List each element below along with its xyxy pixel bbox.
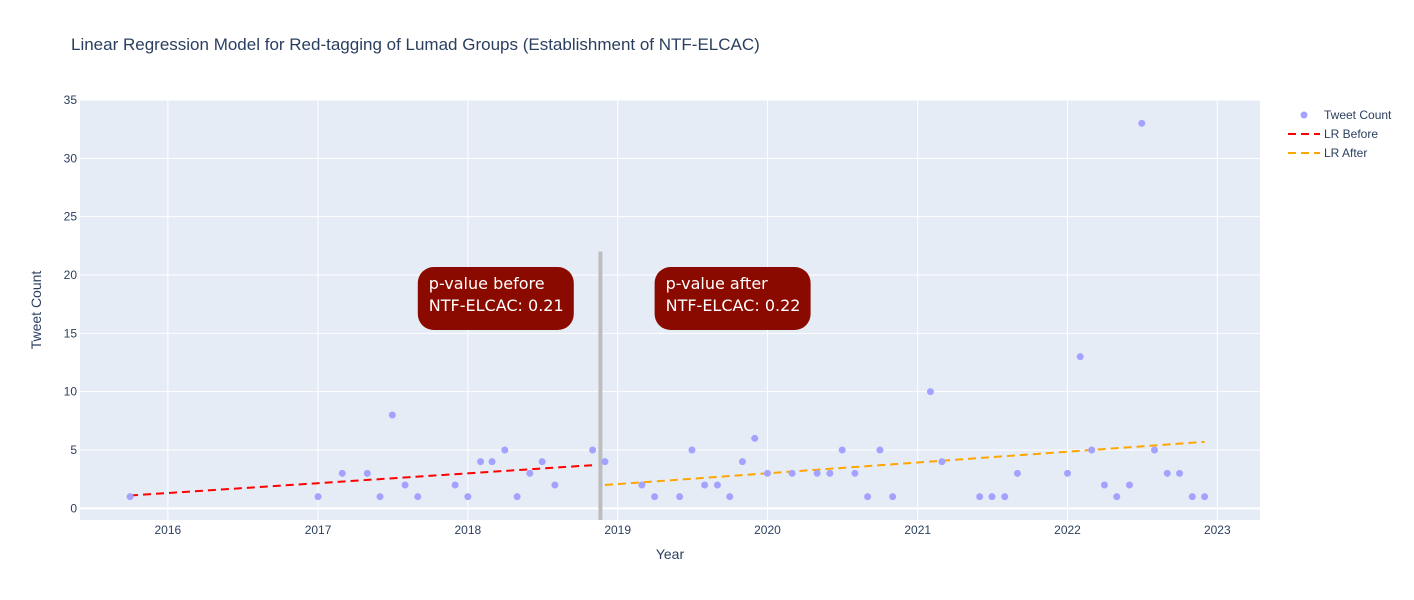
tweet-count-point[interactable] — [651, 493, 659, 501]
tweet-count-point[interactable] — [1176, 469, 1184, 477]
tweet-count-point[interactable] — [763, 469, 771, 477]
legend-item[interactable]: Tweet Count — [1300, 108, 1393, 122]
tweet-count-point[interactable] — [788, 469, 796, 477]
tweet-count-point[interactable] — [1100, 481, 1108, 489]
tweet-count-point[interactable] — [376, 493, 384, 501]
x-tick-label: 2019 — [604, 523, 631, 537]
tweet-count-point[interactable] — [401, 481, 409, 489]
tweet-count-point[interactable] — [851, 469, 859, 477]
x-tick-label: 2020 — [754, 523, 781, 537]
y-tick-label: 10 — [64, 385, 78, 399]
y-axis-title: Tweet Count — [28, 271, 44, 350]
x-axis-title: Year — [656, 546, 685, 562]
tweet-count-point[interactable] — [738, 458, 746, 466]
tweet-count-point[interactable] — [551, 481, 559, 489]
annotation-text: NTF-ELCAC: 0.22 — [666, 296, 801, 315]
y-tick-label: 20 — [64, 268, 78, 282]
y-tick-label: 35 — [64, 93, 78, 107]
x-tick-label: 2021 — [904, 523, 931, 537]
tweet-count-point[interactable] — [1151, 446, 1159, 454]
legend-item[interactable]: LR After — [1288, 146, 1367, 160]
tweet-count-point[interactable] — [1201, 493, 1209, 501]
tweet-count-point[interactable] — [976, 493, 984, 501]
tweet-count-point[interactable] — [414, 493, 422, 501]
tweet-count-point[interactable] — [676, 493, 684, 501]
tweet-count-point[interactable] — [488, 458, 496, 466]
x-tick-label: 2017 — [305, 523, 332, 537]
tweet-count-point[interactable] — [526, 469, 534, 477]
legend[interactable]: Tweet Count LR Before LR After — [1288, 108, 1392, 160]
annotation-text: p-value before — [429, 274, 545, 293]
tweet-count-point[interactable] — [813, 469, 821, 477]
legend-label: LR Before — [1324, 127, 1378, 141]
tweet-count-point[interactable] — [1188, 493, 1196, 501]
scatter-points — [126, 119, 1209, 501]
y-tick-label: 30 — [64, 151, 78, 165]
tweet-count-point[interactable] — [838, 446, 846, 454]
tweet-count-point[interactable] — [1163, 469, 1171, 477]
regression-lines — [130, 440, 1205, 497]
tweet-count-point[interactable] — [988, 493, 996, 501]
tweet-count-point[interactable] — [464, 493, 472, 501]
annotation-box — [654, 267, 811, 330]
annotation-box — [417, 267, 574, 330]
legend-label: LR After — [1324, 146, 1367, 160]
tweet-count-point[interactable] — [701, 481, 709, 489]
tweet-count-point[interactable] — [126, 493, 134, 501]
tweet-count-point[interactable] — [363, 469, 371, 477]
tweet-count-point[interactable] — [1138, 119, 1146, 127]
tweet-count-point[interactable] — [1113, 493, 1121, 501]
tweet-count-point[interactable] — [688, 446, 696, 454]
tweet-count-point[interactable] — [388, 411, 396, 419]
tweet-count-point[interactable] — [751, 434, 759, 442]
tweet-count-point[interactable] — [601, 458, 609, 466]
tweet-count-point[interactable] — [338, 469, 346, 477]
legend-label: Tweet Count — [1324, 108, 1392, 122]
tweet-count-point[interactable] — [589, 446, 597, 454]
lr-after-line — [604, 440, 1205, 486]
tweet-count-point[interactable] — [538, 458, 546, 466]
tweet-count-point[interactable] — [938, 458, 946, 466]
tweet-count-point[interactable] — [1001, 493, 1009, 501]
x-tick-label: 2022 — [1054, 523, 1081, 537]
legend-item[interactable]: LR Before — [1288, 127, 1378, 141]
ticks: 0 5 10 15 20 25 30 35 2016 2017 2018 2019 2020 2021 20… — [64, 93, 1231, 537]
y-tick-label: 5 — [70, 443, 77, 457]
tweet-count-point[interactable] — [477, 458, 485, 466]
tweet-count-point[interactable] — [513, 493, 521, 501]
y-tick-label: 25 — [64, 210, 78, 224]
annotation-text: p-value after — [666, 274, 769, 293]
x-tick-label: 2016 — [154, 523, 181, 537]
p-value-annotation: p-value before NTF-ELCAC: 0.21 — [417, 267, 574, 330]
tweet-count-point[interactable] — [1125, 481, 1133, 489]
tweet-count-point[interactable] — [926, 388, 934, 396]
annotations: p-value before NTF-ELCAC: 0.21 p-value aft… — [417, 267, 811, 330]
tweet-count-point[interactable] — [314, 493, 322, 501]
tweet-count-point[interactable] — [713, 481, 721, 489]
tweet-count-point[interactable] — [638, 481, 646, 489]
y-tick-label: 15 — [64, 326, 78, 340]
legend-marker — [1300, 111, 1308, 119]
tweet-count-point[interactable] — [501, 446, 509, 454]
tweet-count-point[interactable] — [1088, 446, 1096, 454]
chart-title: Linear Regression Model for Red-tagging … — [71, 35, 760, 54]
tweet-count-point[interactable] — [889, 493, 897, 501]
tweet-count-point[interactable] — [876, 446, 884, 454]
y-tick-label: 0 — [70, 501, 77, 515]
x-tick-label: 2018 — [455, 523, 482, 537]
tweet-count-point[interactable] — [864, 493, 872, 501]
tweet-count-point[interactable] — [1013, 469, 1021, 477]
p-value-annotation: p-value after NTF-ELCAC: 0.22 — [654, 267, 811, 330]
tweet-count-point[interactable] — [726, 493, 734, 501]
tweet-count-point[interactable] — [1076, 353, 1084, 361]
annotation-text: NTF-ELCAC: 0.21 — [429, 296, 564, 315]
tweet-count-point[interactable] — [451, 481, 459, 489]
x-tick-label: 2023 — [1204, 523, 1231, 537]
tweet-count-point[interactable] — [826, 469, 834, 477]
tweet-count-point[interactable] — [1064, 469, 1072, 477]
